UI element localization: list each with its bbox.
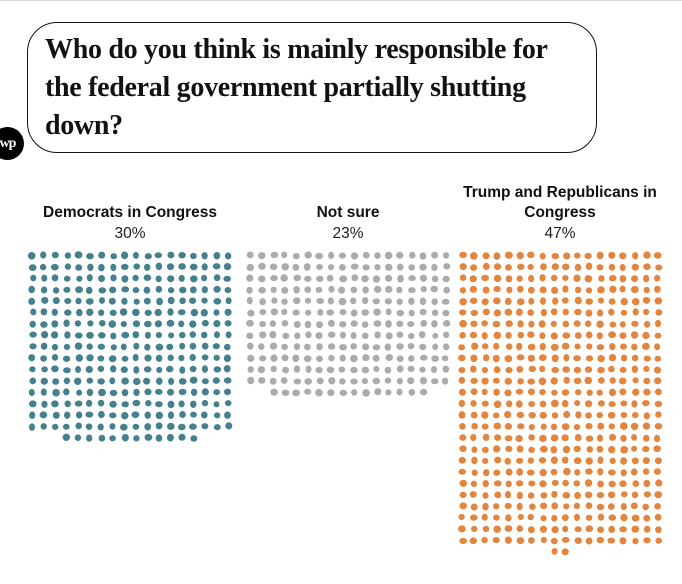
dot-grid-democrats xyxy=(27,251,233,442)
series-percent-democrats: 30% xyxy=(114,225,146,242)
series-group-democrats: Democrats in Congress 30% xyxy=(27,181,233,444)
dot-grid-trump-republicans xyxy=(458,251,663,556)
series-label-trump-republicans: Trump and Republicans in Congress xyxy=(463,184,657,221)
dot-grid-not-sure xyxy=(246,251,451,397)
series-percent-trump-republicans: 47% xyxy=(544,225,576,242)
question-speech-bubble: Who do you think is mainly responsible f… xyxy=(27,22,597,153)
wp-logo-badge: wp xyxy=(0,127,24,160)
series-group-not-sure: Not sure 23% xyxy=(245,181,451,399)
series-header: Trump and Republicans in Congress 47% xyxy=(457,181,663,247)
question-text: Who do you think is mainly responsible f… xyxy=(45,34,548,141)
series-group-trump-republicans: Trump and Republicans in Congress 47% xyxy=(457,181,663,558)
series-percent-not-sure: 23% xyxy=(332,225,364,242)
wp-logo-text: wp xyxy=(0,135,16,151)
series-label-democrats: Democrats in Congress xyxy=(43,204,217,221)
series-header: Not sure 23% xyxy=(317,181,380,247)
series-header: Democrats in Congress 30% xyxy=(43,181,217,247)
series-label-not-sure: Not sure xyxy=(316,204,380,221)
